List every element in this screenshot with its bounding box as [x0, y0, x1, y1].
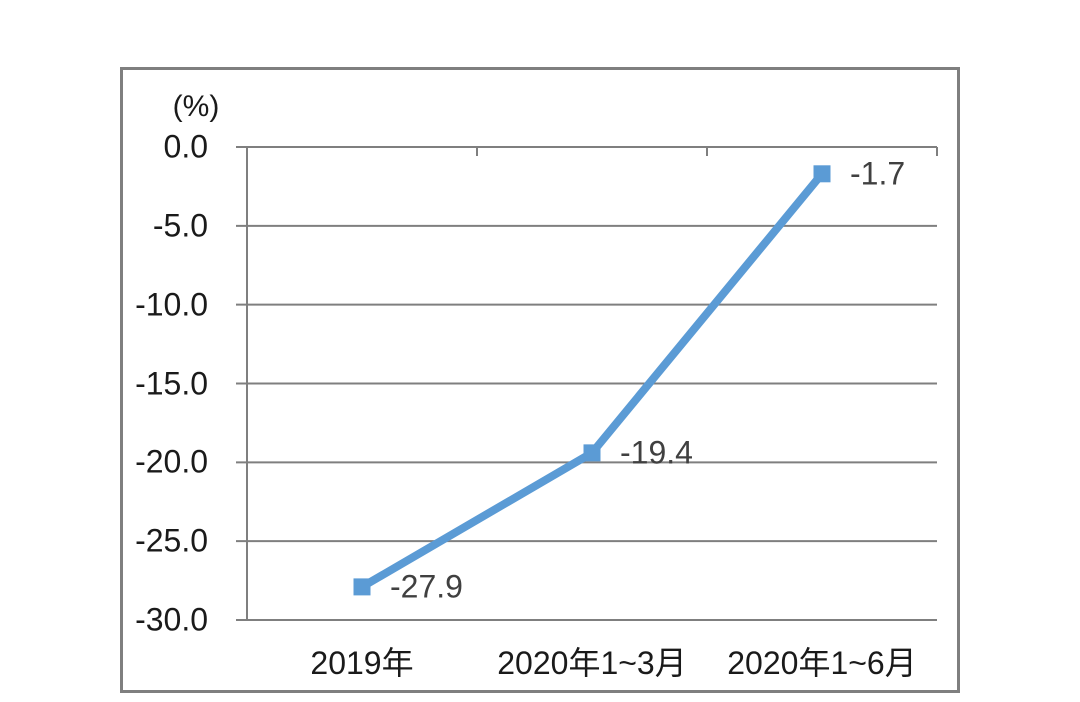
y-tick-label: 0.0 [163, 128, 208, 165]
series-line [359, 171, 826, 591]
data-point-marker [813, 165, 831, 183]
y-tick-label: -10.0 [135, 286, 208, 323]
y-tick-label: -30.0 [135, 601, 208, 638]
x-category-label: 2020年1~3月 [497, 645, 687, 681]
y-tick-label: -5.0 [152, 207, 208, 244]
y-tick-label: -15.0 [135, 365, 208, 401]
data-label: -19.4 [620, 434, 693, 471]
data-label: -27.9 [390, 568, 463, 605]
y-tick-label: -25.0 [135, 522, 208, 559]
data-label: -1.7 [850, 155, 906, 192]
y-tick-label: -20.0 [135, 443, 208, 480]
x-category-label: 2019年 [310, 645, 414, 681]
x-category-label: 2020年1~6月 [727, 645, 917, 681]
data-point-marker [353, 578, 371, 596]
y-axis-unit-label: (%) [172, 90, 220, 123]
data-point-marker [583, 444, 601, 462]
